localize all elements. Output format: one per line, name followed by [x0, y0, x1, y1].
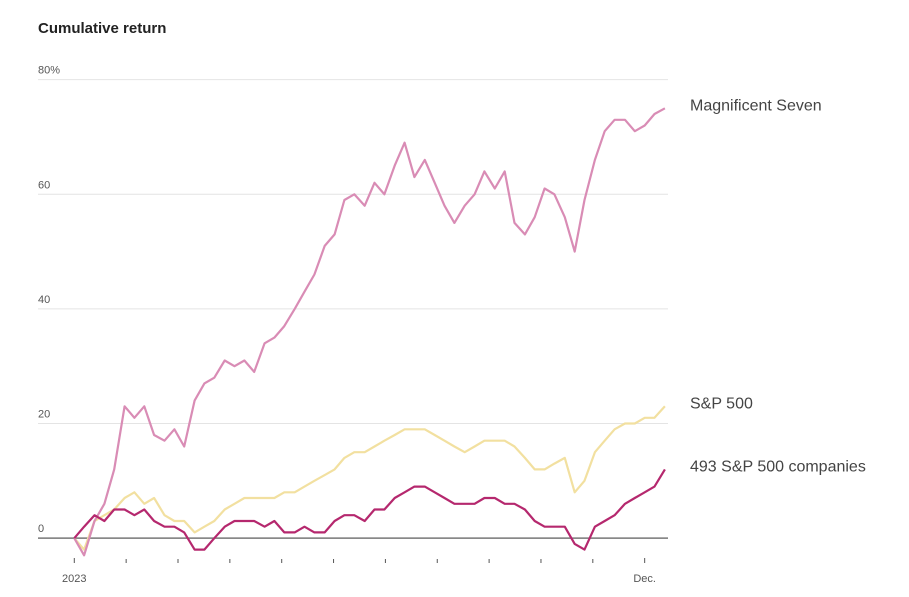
y-tick-label: 0: [38, 523, 44, 535]
y-tick-label: 20: [38, 409, 50, 421]
series-label: S&P 500: [690, 395, 753, 412]
chart-title: Cumulative return: [38, 20, 166, 37]
series-label: Magnificent Seven: [690, 97, 822, 114]
y-tick-label: 80%: [38, 65, 60, 77]
series-line: [73, 405, 666, 551]
series-line: [73, 468, 666, 551]
y-tick-label: 40: [38, 294, 50, 306]
y-tick-label: 60: [38, 179, 50, 191]
series-line: [73, 107, 666, 557]
x-tick-label: Dec.: [633, 573, 656, 585]
series-label: 493 S&P 500 companies: [690, 458, 866, 475]
x-tick-label: 2023: [62, 573, 86, 585]
